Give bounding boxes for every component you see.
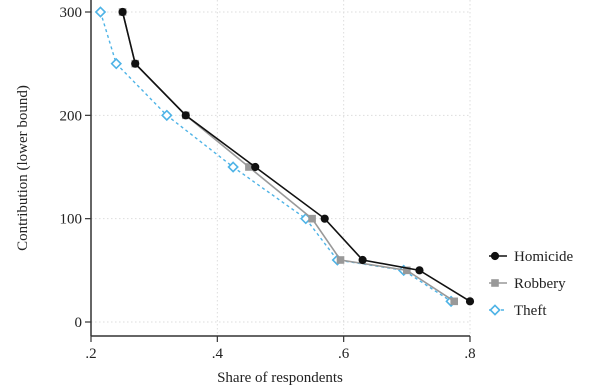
x-tick-label: .6 — [338, 346, 350, 362]
y-tick-label: 100 — [60, 212, 83, 228]
y-axis-ticks: 0 100 200 300 — [60, 5, 91, 331]
series-theft — [94, 6, 457, 308]
x-axis-title: Share of respondents — [217, 370, 343, 386]
legend: Homicide Robbery Theft — [489, 249, 573, 319]
data-point-homicide — [118, 7, 127, 17]
legend-label-theft: Theft — [514, 303, 547, 319]
series-layer — [94, 6, 475, 308]
data-point-theft — [161, 109, 173, 122]
data-point-robbery — [403, 266, 411, 275]
y-tick-label: 0 — [75, 315, 83, 331]
y-tick-label: 300 — [60, 5, 83, 21]
y-axis-title: Contribution (lower bound) — [15, 85, 31, 251]
y-tick-label: 200 — [60, 108, 83, 124]
x-tick-label: .4 — [212, 346, 224, 362]
legend-item-robbery: Robbery — [489, 276, 566, 292]
series-line-theft — [99, 11, 452, 302]
data-point-robbery — [450, 297, 459, 306]
data-point-robbery — [336, 256, 345, 264]
data-point-homicide — [320, 214, 329, 223]
series-robbery — [118, 8, 459, 306]
series-line-homicide — [121, 11, 471, 303]
legend-marker-robbery — [491, 279, 499, 287]
data-point-homicide — [358, 255, 367, 265]
legend-item-homicide: Homicide — [489, 249, 573, 265]
x-tick-label: .8 — [464, 346, 475, 362]
x-tick-label: .2 — [85, 346, 96, 362]
data-point-homicide — [415, 266, 424, 275]
legend-label-robbery: Robbery — [514, 276, 566, 292]
x-axis-ticks: .2 .4 .6 .8 — [85, 336, 476, 362]
data-point-theft — [227, 161, 239, 173]
legend-item-theft: Theft — [489, 303, 547, 319]
legend-label-homicide: Homicide — [514, 249, 573, 265]
series-line-robbery — [121, 11, 455, 303]
data-point-robbery — [308, 214, 316, 223]
series-homicide — [118, 7, 475, 306]
data-point-homicide — [131, 59, 140, 68]
legend-marker-theft — [489, 304, 501, 316]
grid-lines — [90, 0, 471, 336]
data-point-homicide — [181, 111, 190, 120]
data-point-theft — [94, 6, 107, 18]
data-point-theft — [110, 57, 122, 70]
data-point-homicide — [465, 297, 475, 306]
legend-marker-homicide — [490, 251, 500, 261]
data-point-homicide — [251, 162, 260, 172]
